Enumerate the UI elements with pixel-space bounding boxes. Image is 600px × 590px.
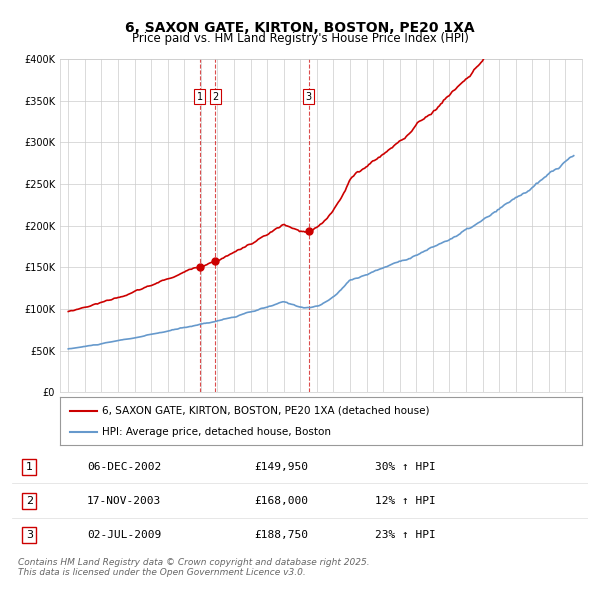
Text: £168,000: £168,000 bbox=[254, 496, 308, 506]
Text: 1: 1 bbox=[26, 462, 33, 472]
Text: 2: 2 bbox=[212, 91, 218, 101]
Text: 02-JUL-2009: 02-JUL-2009 bbox=[87, 530, 161, 540]
Text: 23% ↑ HPI: 23% ↑ HPI bbox=[375, 530, 436, 540]
Text: 2: 2 bbox=[26, 496, 33, 506]
Text: 12% ↑ HPI: 12% ↑ HPI bbox=[375, 496, 436, 506]
Text: 6, SAXON GATE, KIRTON, BOSTON, PE20 1XA: 6, SAXON GATE, KIRTON, BOSTON, PE20 1XA bbox=[125, 21, 475, 35]
Text: Price paid vs. HM Land Registry's House Price Index (HPI): Price paid vs. HM Land Registry's House … bbox=[131, 32, 469, 45]
Text: 3: 3 bbox=[305, 91, 311, 101]
Text: £188,750: £188,750 bbox=[254, 530, 308, 540]
Text: 3: 3 bbox=[26, 530, 33, 540]
Text: 17-NOV-2003: 17-NOV-2003 bbox=[87, 496, 161, 506]
Text: 6, SAXON GATE, KIRTON, BOSTON, PE20 1XA (detached house): 6, SAXON GATE, KIRTON, BOSTON, PE20 1XA … bbox=[102, 405, 429, 415]
Text: 30% ↑ HPI: 30% ↑ HPI bbox=[375, 462, 436, 472]
Text: 1: 1 bbox=[196, 91, 203, 101]
Text: Contains HM Land Registry data © Crown copyright and database right 2025.
This d: Contains HM Land Registry data © Crown c… bbox=[18, 558, 370, 577]
Text: £149,950: £149,950 bbox=[254, 462, 308, 472]
Text: 06-DEC-2002: 06-DEC-2002 bbox=[87, 462, 161, 472]
Text: HPI: Average price, detached house, Boston: HPI: Average price, detached house, Bost… bbox=[102, 427, 331, 437]
